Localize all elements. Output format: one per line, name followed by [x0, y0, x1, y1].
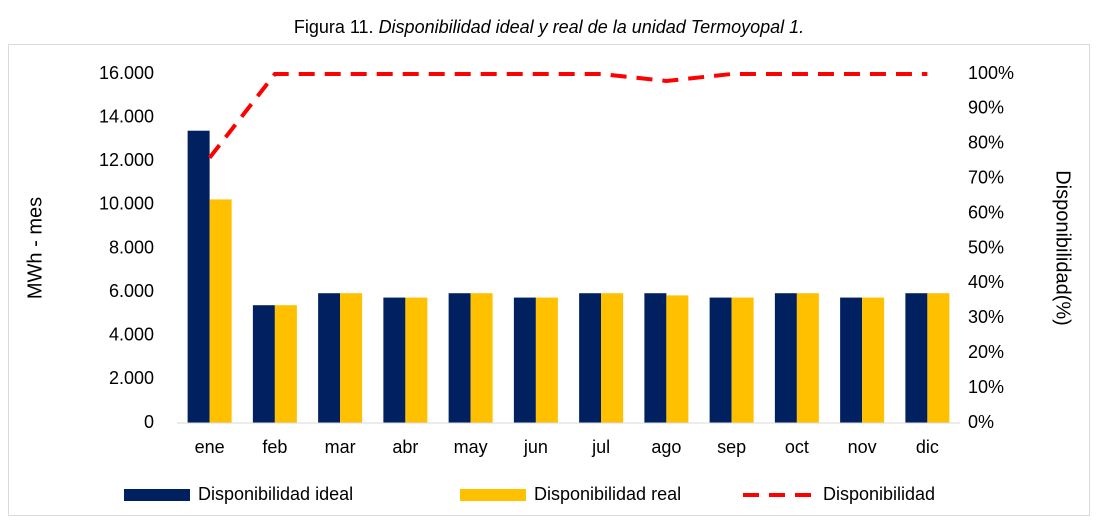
legend-label: Disponibilidad real	[534, 484, 681, 504]
x-tick-label: may	[454, 437, 488, 457]
x-tick-label: feb	[262, 437, 287, 457]
y2-tick-label: 40%	[968, 272, 1004, 292]
y2-tick-label: 60%	[968, 202, 1004, 222]
bar	[187, 130, 210, 423]
x-tick-label: dic	[916, 437, 939, 457]
bar	[383, 297, 406, 423]
y2-tick-label: 0%	[968, 412, 994, 432]
x-tick-label: nov	[848, 437, 877, 457]
bar	[405, 297, 428, 423]
bar	[840, 297, 863, 423]
y2-axis-label: Disponibilidad(%)	[1052, 170, 1074, 326]
y-axis-label: MWh - mes	[24, 197, 46, 299]
bar	[731, 297, 754, 423]
bar	[601, 293, 624, 423]
y2-tick-label: 30%	[968, 307, 1004, 327]
y2-tick-label: 80%	[968, 133, 1004, 153]
y2-tick-label: 100%	[968, 63, 1014, 83]
y-tick-label: 4.000	[109, 325, 154, 345]
y2-tick-label: 50%	[968, 237, 1004, 257]
legend-swatch	[460, 489, 526, 501]
bar	[644, 293, 667, 423]
y2-tick-label: 20%	[968, 342, 1004, 362]
chart-border	[8, 44, 1090, 516]
bar	[579, 293, 602, 423]
y2-tick-label: 70%	[968, 167, 1004, 187]
y-tick-label: 10.000	[99, 194, 154, 214]
bar	[535, 297, 558, 423]
bar	[796, 293, 819, 423]
line-series	[208, 72, 928, 159]
x-tick-label: sep	[717, 437, 746, 457]
y-tick-label: 2.000	[109, 368, 154, 388]
x-tick-label: mar	[325, 437, 356, 457]
bar	[470, 293, 493, 423]
y-tick-label: 0	[144, 412, 154, 432]
legend-label: Disponibilidad	[823, 484, 935, 504]
bar	[274, 305, 297, 423]
y-tick-label: 16.000	[99, 63, 154, 83]
chart-title: Figura 11. Disponibilidad ideal y real d…	[294, 17, 804, 37]
legend-swatch	[124, 489, 190, 501]
y2-tick-label: 10%	[968, 377, 1004, 397]
y-tick-label: 8.000	[109, 237, 154, 257]
bar	[774, 293, 797, 423]
bar	[666, 295, 689, 423]
bar	[513, 297, 536, 423]
bar	[927, 293, 950, 423]
x-tick-label: jun	[523, 437, 548, 457]
title-caption: Disponibilidad ideal y real de la unidad…	[379, 17, 805, 37]
x-tick-label: ene	[195, 437, 225, 457]
bar	[862, 297, 885, 423]
x-tick-label: oct	[785, 437, 809, 457]
bar	[252, 305, 275, 423]
bar	[448, 293, 471, 423]
title-number: Figura 11.	[294, 17, 374, 37]
x-tick-label: jul	[591, 437, 610, 457]
bar	[318, 293, 341, 423]
x-tick-label: abr	[392, 437, 418, 457]
bar	[709, 297, 732, 423]
bar	[905, 293, 928, 423]
y2-tick-label: 90%	[968, 98, 1004, 118]
y-tick-label: 6.000	[109, 281, 154, 301]
y-tick-label: 12.000	[99, 150, 154, 170]
legend-label: Disponibilidad ideal	[198, 484, 353, 504]
y-tick-label: 14.000	[99, 106, 154, 126]
bar	[209, 199, 232, 423]
x-tick-label: ago	[651, 437, 681, 457]
bar	[340, 293, 363, 423]
